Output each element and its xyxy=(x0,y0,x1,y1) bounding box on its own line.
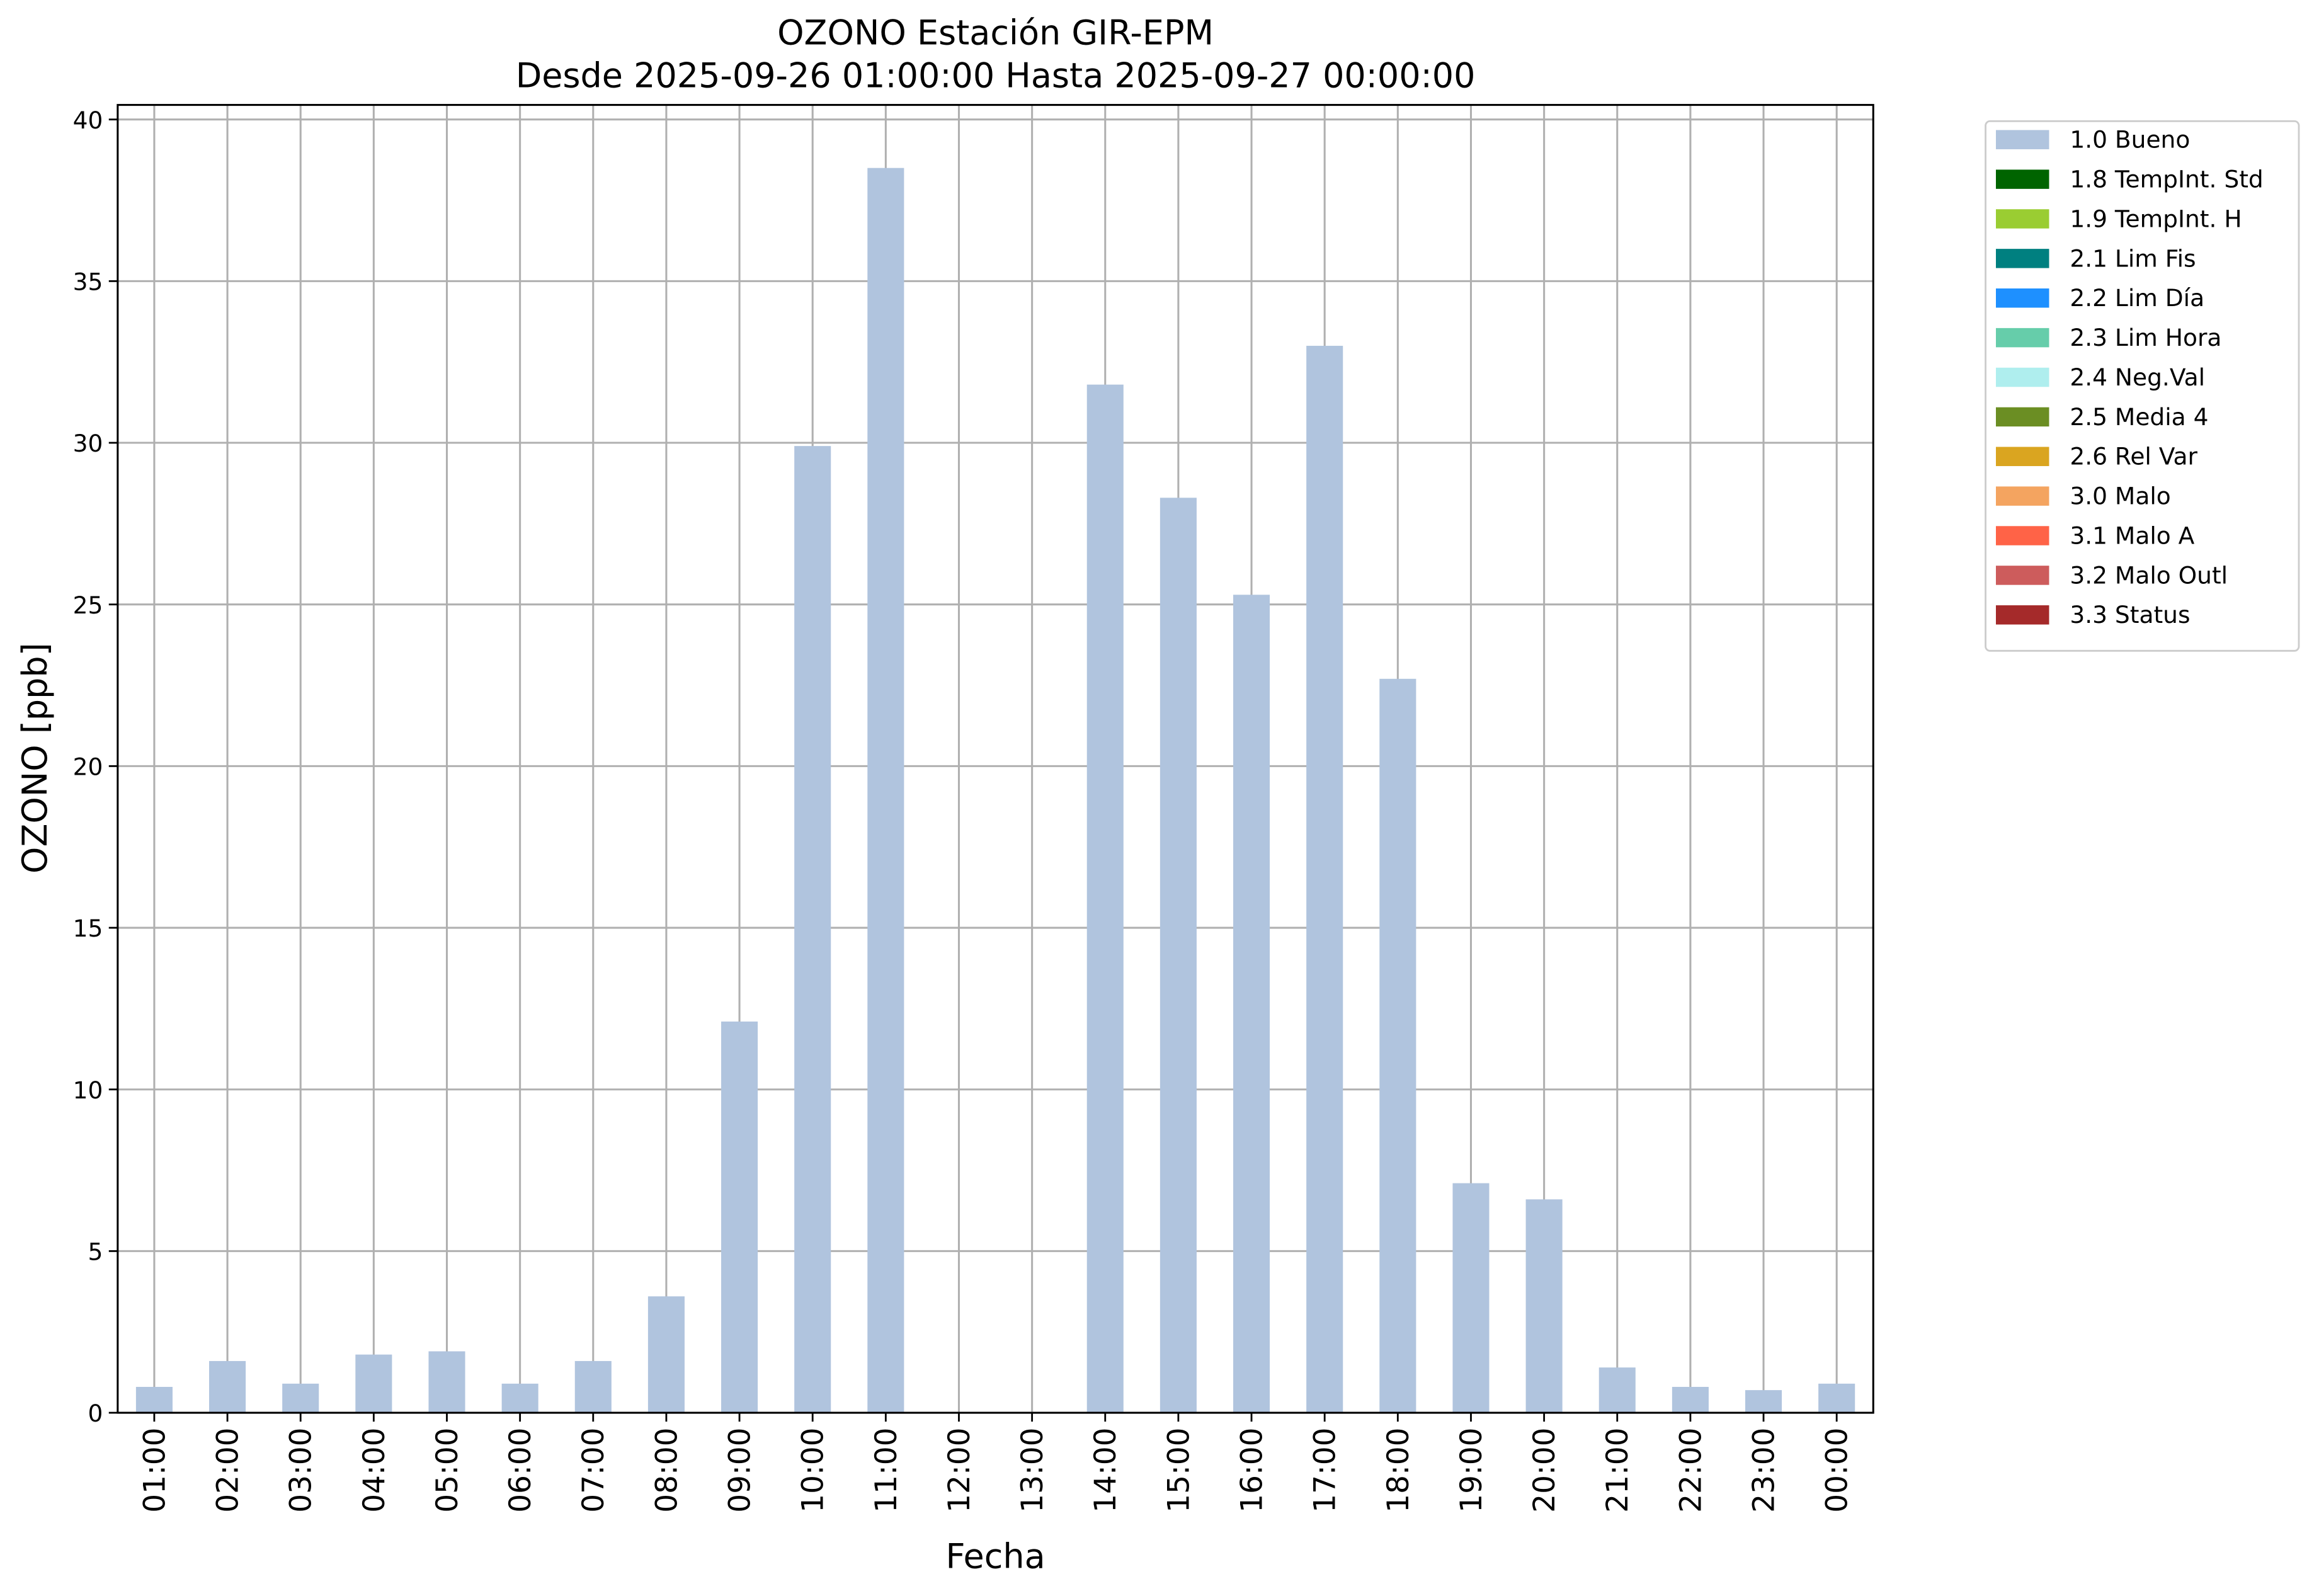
y-tick-label: 0 xyxy=(88,1399,103,1427)
bar xyxy=(428,1351,465,1413)
legend-label: 3.0 Malo xyxy=(2070,482,2170,510)
y-tick-label: 40 xyxy=(73,106,103,134)
x-tick-label: 17:00 xyxy=(1308,1428,1343,1513)
x-tick-label: 05:00 xyxy=(430,1428,465,1513)
y-tick-label: 35 xyxy=(73,268,103,295)
legend-swatch xyxy=(1996,367,2049,387)
x-tick-label: 02:00 xyxy=(210,1428,245,1513)
legend-label: 1.8 TempInt. Std xyxy=(2070,166,2263,193)
bar xyxy=(1818,1383,1855,1413)
x-tick-label: 23:00 xyxy=(1746,1428,1781,1513)
legend-label: 3.2 Malo Outl xyxy=(2070,561,2228,589)
bar xyxy=(721,1021,758,1413)
bars xyxy=(135,168,1855,1413)
legend-swatch xyxy=(1996,169,2049,189)
x-tick-label: 20:00 xyxy=(1527,1428,1562,1513)
x-tick-label: 10:00 xyxy=(796,1428,831,1513)
bar xyxy=(501,1383,538,1413)
legend-swatch xyxy=(1996,130,2049,149)
x-tick-label: 00:00 xyxy=(1820,1428,1855,1513)
plot-frame xyxy=(117,104,1874,1414)
x-tick-label: 11:00 xyxy=(869,1428,904,1513)
bar xyxy=(282,1383,319,1413)
x-tick-label: 14:00 xyxy=(1088,1428,1123,1513)
x-tick-label: 16:00 xyxy=(1234,1428,1269,1513)
legend-swatch xyxy=(1996,566,2049,585)
legend-label: 2.3 Lim Hora xyxy=(2070,324,2221,351)
x-tick-label: 01:00 xyxy=(137,1428,172,1513)
y-tick-label: 25 xyxy=(73,591,103,619)
legend-swatch xyxy=(1996,209,2049,229)
y-tick-label: 30 xyxy=(73,430,103,457)
x-tick-label: 03:00 xyxy=(284,1428,319,1513)
legend-label: 1.9 TempInt. H xyxy=(2070,205,2242,232)
bar xyxy=(1379,678,1416,1413)
x-tick-label: 08:00 xyxy=(649,1428,684,1513)
legend-label: 1.0 Bueno xyxy=(2070,126,2190,154)
x-tick-label: 04:00 xyxy=(357,1428,392,1513)
x-axis-label: Fecha xyxy=(945,1536,1045,1576)
bar xyxy=(794,446,831,1413)
bar xyxy=(1160,498,1197,1413)
x-tick-label: 07:00 xyxy=(576,1428,611,1513)
y-tick-label: 15 xyxy=(73,915,103,942)
bar xyxy=(135,1386,173,1413)
legend-swatch xyxy=(1996,526,2049,545)
bar xyxy=(1306,346,1343,1413)
x-tick-label: 09:00 xyxy=(722,1428,757,1513)
x-tick-label: 13:00 xyxy=(1015,1428,1050,1513)
legend-swatch xyxy=(1996,288,2049,308)
bar xyxy=(574,1360,612,1413)
bar xyxy=(867,168,904,1413)
legend-label: 3.3 Status xyxy=(2070,601,2190,629)
bar xyxy=(209,1360,246,1413)
legend-label: 2.1 Lim Fis xyxy=(2070,244,2196,272)
legend-swatch xyxy=(1996,249,2049,268)
legend-swatch xyxy=(1996,447,2049,467)
chart-subtitle: Desde 2025-09-26 01:00:00 Hasta 2025-09-… xyxy=(516,55,1476,95)
bar xyxy=(1233,595,1270,1413)
legend-swatch xyxy=(1996,605,2049,625)
y-axis-label: OZONO [ppb] xyxy=(15,642,55,874)
x-tick-label: 18:00 xyxy=(1381,1428,1416,1513)
x-tick-label: 21:00 xyxy=(1600,1428,1635,1513)
bar xyxy=(1086,384,1124,1413)
legend-label: 2.6 Rel Var xyxy=(2070,443,2197,470)
legend-label: 2.2 Lim Día xyxy=(2070,284,2204,312)
bar xyxy=(1745,1390,1782,1413)
chart-title: OZONO Estación GIR-EPM xyxy=(777,13,1214,52)
y-tick-label: 10 xyxy=(73,1076,103,1104)
legend-label: 2.4 Neg.Val xyxy=(2070,363,2205,391)
x-tick-label: 19:00 xyxy=(1454,1428,1489,1513)
legend-swatch xyxy=(1996,328,2049,348)
legend: 1.0 Bueno 1.8 TempInt. Std 1.9 TempInt. H 2… xyxy=(1985,120,2300,652)
legend-box xyxy=(1985,120,2300,652)
bar xyxy=(1452,1183,1490,1413)
bar xyxy=(647,1296,685,1413)
axes: 0 5 10 15 20 25 30 35 40 01:00 02:00 03:00 04:00 05:0… xyxy=(73,104,1874,1513)
bar xyxy=(1672,1386,1709,1413)
bar xyxy=(1598,1367,1636,1413)
legend-swatch xyxy=(1996,486,2049,506)
x-tick-label: 22:00 xyxy=(1673,1428,1708,1513)
y-tick-label: 5 xyxy=(88,1238,103,1265)
legend-swatch xyxy=(1996,407,2049,427)
legend-label: 2.5 Media 4 xyxy=(2070,403,2208,431)
y-tick-label: 20 xyxy=(73,753,103,780)
x-tick-label: 12:00 xyxy=(942,1428,977,1513)
bar xyxy=(355,1354,392,1413)
x-tick-label: 06:00 xyxy=(503,1428,538,1513)
legend-label: 3.1 Malo A xyxy=(2070,522,2194,549)
bar xyxy=(1525,1199,1563,1413)
x-tick-label: 15:00 xyxy=(1161,1428,1196,1513)
